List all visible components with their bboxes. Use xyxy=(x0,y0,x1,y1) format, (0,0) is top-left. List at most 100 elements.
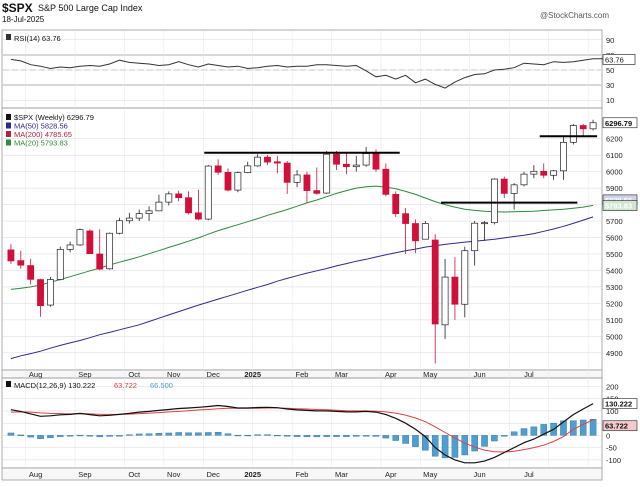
price-y-tick: 5600 xyxy=(606,234,623,243)
x-tick-label-bottom: 2025 xyxy=(244,470,261,479)
macd-histogram-bar xyxy=(175,432,182,436)
macd-histogram-bar xyxy=(205,432,212,436)
price-legend-item: $SPX (Weekly) 6296.79 xyxy=(14,113,94,122)
macd-histogram-bar xyxy=(530,426,538,436)
price-tag xyxy=(602,117,638,129)
macd-histogram-bar xyxy=(274,434,281,437)
macd-histogram-bar xyxy=(37,435,44,440)
candle-body xyxy=(145,210,153,214)
macd-histogram-bar xyxy=(579,419,587,436)
macd-histogram-bar xyxy=(501,435,508,437)
price-y-tick: 6000 xyxy=(606,168,623,177)
candle-body xyxy=(244,165,252,173)
candle-body xyxy=(550,170,558,176)
price-y-tick: 5700 xyxy=(606,217,623,226)
candle-body xyxy=(451,276,459,305)
candle-body xyxy=(273,161,281,164)
rsi-legend-swatch xyxy=(6,34,11,40)
macd-histogram-bar xyxy=(402,435,409,444)
candle-body xyxy=(175,193,183,199)
macd-histogram-bar xyxy=(116,435,123,437)
x-tick-label-bottom: Mar xyxy=(335,470,348,479)
macd-y-tick: 100 xyxy=(606,407,619,416)
candle-body xyxy=(96,253,104,270)
macd-histogram-bar xyxy=(441,435,449,459)
macd-histogram-bar xyxy=(17,434,25,436)
candle-body xyxy=(490,178,498,224)
candle-body xyxy=(106,232,114,270)
rsi-line xyxy=(10,58,613,89)
macd-y-tick: 200 xyxy=(606,382,619,391)
candle-body xyxy=(313,190,321,194)
macd-histogram-bar xyxy=(471,435,478,452)
candle-body xyxy=(194,212,202,220)
candle-body xyxy=(333,153,340,165)
candle-body xyxy=(402,213,410,224)
candle-body xyxy=(441,276,449,326)
candle-body xyxy=(56,249,64,280)
x-tick-label-bottom: Dec xyxy=(207,470,221,479)
macd-histogram-bar xyxy=(165,432,173,436)
x-tick-label: 2025 xyxy=(244,370,261,379)
candle-body xyxy=(372,153,380,170)
x-tick-label-bottom: May xyxy=(423,470,437,479)
macd-histogram-bar xyxy=(510,431,518,436)
macd-line xyxy=(10,403,594,464)
candle-body xyxy=(530,170,538,175)
candle-body xyxy=(185,197,192,214)
x-tick-label-bottom: Feb xyxy=(296,470,309,479)
macd-histogram-bar xyxy=(293,435,301,437)
bottom-x-axis-band xyxy=(1,467,603,481)
macd-histogram-bar xyxy=(343,435,350,437)
price-y-tick: 5300 xyxy=(606,283,623,292)
candle-body xyxy=(461,250,469,305)
macd-histogram-bar xyxy=(57,435,64,437)
candle-body xyxy=(254,156,262,167)
price-y-tick: 5200 xyxy=(606,299,623,308)
x-tick-label: Jun xyxy=(474,370,486,379)
macd-histogram-bar xyxy=(392,435,399,441)
x-tick-label-bottom: Aug xyxy=(29,470,42,479)
candle-body xyxy=(204,165,212,220)
macd-histogram-bar xyxy=(76,434,84,437)
candle-body xyxy=(27,265,35,280)
macd-histogram-bar xyxy=(47,435,54,439)
x-tick-label: May xyxy=(423,370,437,379)
ma20-tag-label: 5793.83 xyxy=(605,202,632,211)
price-legend-item: MA(200) 4785.65 xyxy=(14,130,72,139)
candle-body xyxy=(76,229,84,246)
macd-histogram-bar xyxy=(353,435,360,437)
macd-histogram-bar xyxy=(481,435,488,447)
x-tick-label-bottom: Jul xyxy=(524,470,534,479)
candle-body xyxy=(46,279,54,306)
macd-signal-line xyxy=(10,407,594,453)
macd-y-tick: -100 xyxy=(606,456,621,465)
macd-histogram-bar xyxy=(461,435,469,456)
macd-histogram-bar xyxy=(254,434,261,436)
candle-body xyxy=(66,244,74,250)
chart-title: S&P 500 Large Cap Index xyxy=(38,3,143,13)
macd-histogram-bar xyxy=(145,433,153,436)
candle-body xyxy=(589,122,597,130)
x-tick-label-bottom: Sep xyxy=(78,470,91,479)
macd-tag-label: 130.222 xyxy=(605,400,632,409)
candle-body xyxy=(569,125,577,143)
candle-body xyxy=(510,184,518,194)
candle-body xyxy=(579,125,587,130)
macd-tag xyxy=(602,398,638,409)
candle-body xyxy=(412,223,419,242)
x-tick-label-bottom: Jun xyxy=(474,470,486,479)
rsi-panel xyxy=(1,29,603,109)
macd-histogram-bar xyxy=(451,435,459,458)
macd-histogram-bar xyxy=(589,419,597,436)
macd-histogram-bar xyxy=(234,434,242,437)
price-y-tick: 5000 xyxy=(606,332,623,341)
macd-histogram-bar xyxy=(27,435,34,438)
macd-histogram-bar xyxy=(264,434,271,436)
price-y-tick: 5400 xyxy=(606,266,623,275)
macd-histogram-bar xyxy=(96,435,103,438)
candle-body xyxy=(362,153,370,166)
candle-body xyxy=(234,172,242,191)
